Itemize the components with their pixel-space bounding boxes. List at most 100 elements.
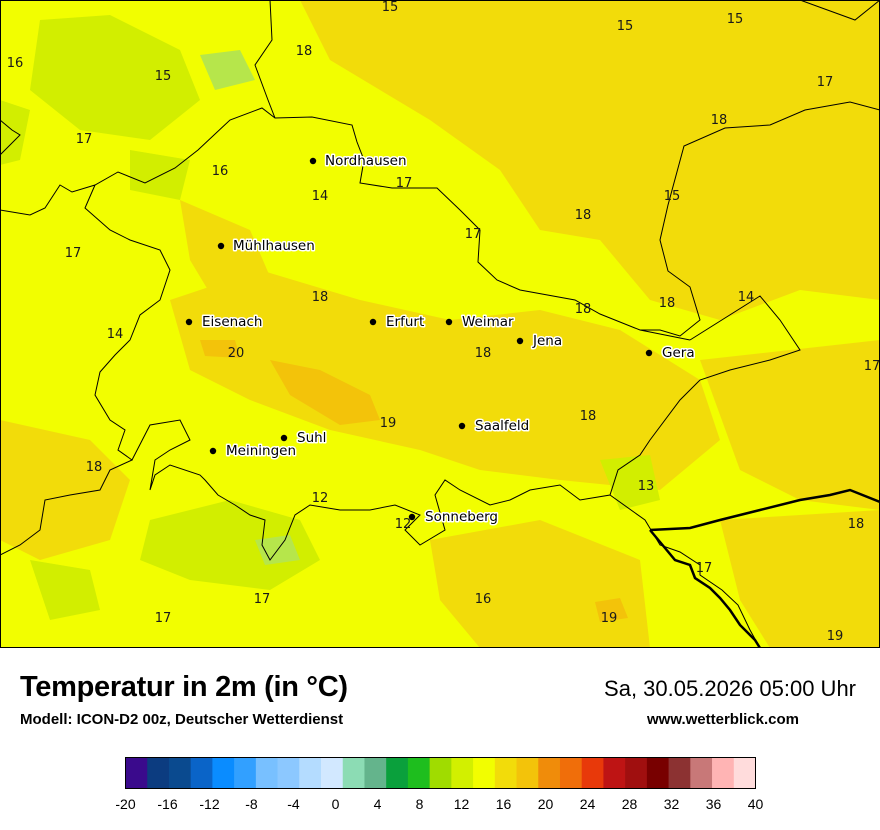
city-marker-icon xyxy=(309,157,317,165)
city-label: Sonneberg xyxy=(425,509,498,525)
legend-swatch xyxy=(321,757,344,789)
temp-label: 17 xyxy=(65,246,82,261)
temp-label: 18 xyxy=(575,208,592,223)
legend-swatch xyxy=(212,757,235,789)
city-label: Mühlhausen xyxy=(233,238,315,254)
legend-tick-label: 8 xyxy=(416,796,424,812)
temp-label: 12 xyxy=(312,491,329,506)
temp-label: 15 xyxy=(617,19,634,34)
temp-label: 15 xyxy=(664,189,681,204)
city-jena[interactable]: Jena xyxy=(516,332,564,351)
temp-label: 16 xyxy=(7,56,24,71)
website-link[interactable]: www.wetterblick.com xyxy=(647,711,799,728)
forecast-datetime: Sa, 30.05.2026 05:00 Uhr xyxy=(604,676,856,701)
legend-swatch xyxy=(473,757,496,789)
temp-label: 17 xyxy=(396,176,413,191)
legend-swatch xyxy=(516,757,539,789)
legend-swatch xyxy=(451,757,474,789)
warm-area-west xyxy=(0,420,130,560)
temp-label: 18 xyxy=(575,302,592,317)
temp-label: 18 xyxy=(296,44,313,59)
legend-frame xyxy=(125,757,756,789)
map-title: Temperatur in 2m (in °C) xyxy=(20,671,348,703)
legend-swatch xyxy=(625,757,648,789)
cities: Nordhausen Mühlhausen Eisenach Erfurt We… xyxy=(185,152,696,527)
city-muehlhausen[interactable]: Mühlhausen xyxy=(217,237,316,256)
temp-label: 18 xyxy=(711,113,728,128)
warm-area-east xyxy=(700,340,880,510)
temp-label: 17 xyxy=(254,592,271,607)
legend-swatch xyxy=(386,757,409,789)
city-sonneberg[interactable]: Sonneberg xyxy=(408,508,500,527)
legend-tick-label: -20 xyxy=(115,796,135,812)
city-label: Suhl xyxy=(297,430,326,446)
temp-label: 17 xyxy=(864,359,880,374)
temp-label: 16 xyxy=(475,592,492,607)
legend-swatch xyxy=(299,757,322,789)
legend-tick-label: -4 xyxy=(287,796,300,812)
warmer-area-southeast xyxy=(595,598,628,622)
warm-area-center xyxy=(170,270,720,490)
city-gera[interactable]: Gera xyxy=(645,344,696,363)
temp-label: 17 xyxy=(465,227,482,242)
warmer-area-west xyxy=(200,340,240,358)
legend-swatch xyxy=(603,757,626,789)
legend-swatch xyxy=(364,757,387,789)
city-saalfeld[interactable]: Saalfeld xyxy=(458,417,531,436)
temp-label: 18 xyxy=(312,290,329,305)
temp-label: 17 xyxy=(817,75,834,90)
legend-tick-label: 12 xyxy=(454,796,470,812)
temp-label: 12 xyxy=(395,517,412,532)
legend-swatch xyxy=(255,757,278,789)
city-marker-icon xyxy=(369,318,377,326)
legend-tick-label: -12 xyxy=(199,796,219,812)
legend-swatch xyxy=(494,757,517,789)
temp-label: 19 xyxy=(601,611,618,626)
legend-swatch xyxy=(581,757,604,789)
legend-swatch xyxy=(646,757,669,789)
city-marker-icon xyxy=(408,513,416,521)
city-label: Jena xyxy=(532,333,562,349)
temp-label: 14 xyxy=(107,327,124,342)
temp-label: 17 xyxy=(155,611,172,626)
legend-swatch xyxy=(234,757,257,789)
legend-tick-label: -16 xyxy=(157,796,177,812)
city-meiningen[interactable]: Meiningen xyxy=(209,442,298,461)
warm-areas xyxy=(0,0,880,648)
legend-swatch xyxy=(168,757,192,789)
legend-swatch xyxy=(668,757,691,789)
legend-swatch xyxy=(277,757,300,789)
legend-tick-label: 32 xyxy=(664,796,680,812)
cool-area-southwest xyxy=(30,560,100,620)
legend-tick-label: 28 xyxy=(622,796,638,812)
temp-label: 14 xyxy=(738,290,755,305)
legend-swatch xyxy=(147,757,170,789)
city-marker-icon xyxy=(217,242,225,250)
city-erfurt[interactable]: Erfurt xyxy=(369,313,426,332)
city-marker-icon xyxy=(445,318,453,326)
warm-area-southeast xyxy=(720,510,880,648)
cool-area-southeast xyxy=(600,455,660,510)
temp-label: 15 xyxy=(155,69,172,84)
model-info: Modell: ICON-D2 00z, Deutscher Wetterdie… xyxy=(20,711,344,728)
legend-swatch xyxy=(429,757,452,789)
legend-swatch xyxy=(342,757,365,789)
legend-swatch xyxy=(125,757,148,789)
legend-swatch xyxy=(407,757,431,789)
city-eisenach[interactable]: Eisenach xyxy=(185,313,264,332)
city-marker-icon xyxy=(516,337,524,345)
city-marker-icon xyxy=(280,434,288,442)
city-nordhausen[interactable]: Nordhausen xyxy=(309,152,408,171)
temp-label: 17 xyxy=(696,561,713,576)
thuringia-border xyxy=(0,0,880,648)
temp-label: 17 xyxy=(76,132,93,147)
cool-area-northwest-edge xyxy=(0,100,30,165)
temp-label: 16 xyxy=(212,164,229,179)
cool-area-northwest xyxy=(30,15,200,140)
city-label: Weimar xyxy=(462,314,514,330)
city-marker-icon xyxy=(185,318,193,326)
city-weimar[interactable]: Weimar xyxy=(445,313,516,332)
city-suhl[interactable]: Suhl xyxy=(280,429,328,448)
legend-tick-label: 0 xyxy=(332,796,340,812)
city-label: Meiningen xyxy=(226,443,296,459)
